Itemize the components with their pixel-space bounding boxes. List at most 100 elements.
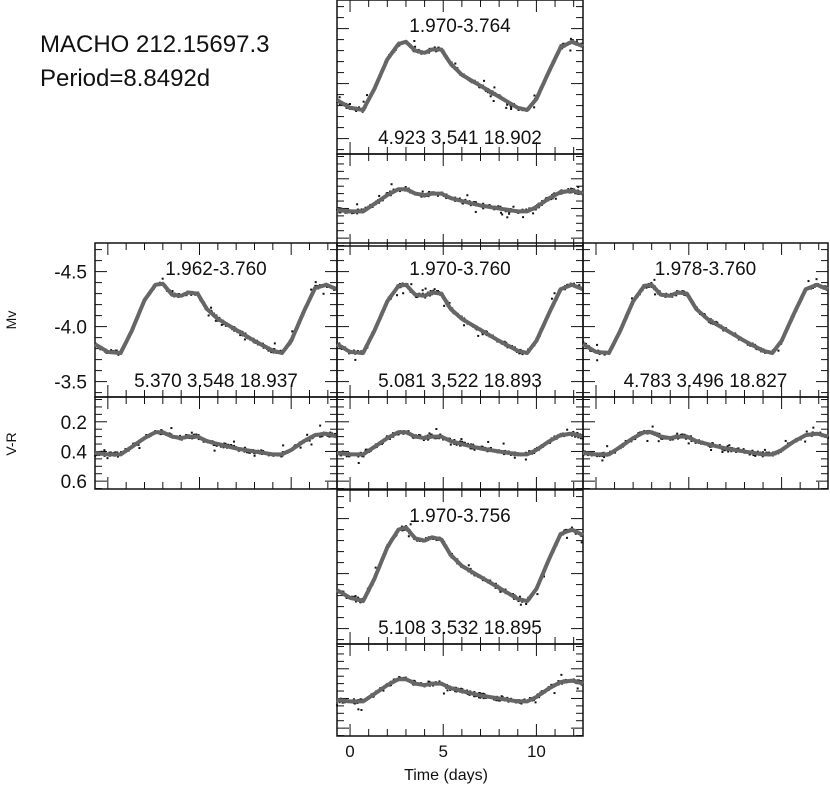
- data-point: [353, 702, 356, 705]
- data-point: [382, 689, 385, 692]
- data-point: [336, 704, 339, 707]
- data-point: [582, 454, 585, 457]
- data-point: [114, 451, 117, 454]
- data-point: [807, 280, 810, 283]
- data-point: [233, 440, 236, 443]
- model-parameters: 5.370 3.548 18.937: [134, 371, 298, 392]
- data-point: [460, 438, 463, 441]
- data-point: [103, 449, 106, 452]
- data-point: [214, 319, 217, 322]
- data-point: [579, 437, 582, 440]
- data-point: [355, 110, 358, 113]
- mv-tick-label: -3.5: [54, 373, 87, 394]
- data-point: [481, 333, 484, 336]
- mv-tick-label: -4.5: [54, 263, 87, 284]
- data-point: [553, 292, 556, 295]
- data-point: [404, 185, 407, 188]
- data-point: [321, 435, 324, 438]
- data-point: [478, 696, 481, 699]
- data-point: [413, 40, 416, 43]
- data-point: [213, 449, 216, 452]
- data-point: [470, 447, 473, 450]
- data-point: [436, 194, 439, 197]
- mv-model-curve: [335, 39, 584, 112]
- data-point: [310, 288, 313, 291]
- chart-title: MACHO 212.15697.3: [40, 31, 269, 58]
- data-point: [518, 595, 521, 598]
- data-point: [479, 696, 482, 699]
- data-point: [329, 431, 332, 434]
- data-point: [345, 455, 348, 458]
- data-point: [473, 695, 476, 698]
- data-point: [229, 444, 232, 447]
- vr-frame: [582, 396, 829, 490]
- y-axis-label-vr: V-R: [3, 432, 19, 455]
- data-point: [319, 424, 322, 427]
- data-point: [138, 447, 141, 450]
- data-point: [569, 37, 572, 40]
- data-point: [455, 443, 458, 446]
- data-point: [492, 100, 495, 103]
- model-label: 1.978-3.760: [655, 259, 756, 280]
- data-point: [570, 526, 573, 529]
- data-point: [374, 566, 377, 569]
- data-point: [161, 277, 164, 280]
- x-axis-label: Time (days): [404, 767, 488, 784]
- data-point: [207, 314, 210, 317]
- data-point: [754, 454, 757, 457]
- data-point: [357, 461, 360, 464]
- data-point: [428, 432, 431, 435]
- data-point: [657, 440, 660, 443]
- data-point: [390, 183, 393, 186]
- data-point: [336, 449, 339, 452]
- data-point: [524, 458, 527, 461]
- data-point: [513, 456, 516, 459]
- data-point: [553, 692, 556, 695]
- data-point: [478, 692, 481, 695]
- data-point: [710, 448, 713, 451]
- data-point: [482, 692, 485, 695]
- mv-model-curve: [335, 525, 584, 604]
- data-point: [570, 187, 573, 190]
- x-tick-label: 0: [345, 742, 354, 761]
- data-point: [94, 454, 97, 457]
- data-point: [362, 455, 365, 458]
- data-point: [338, 211, 341, 214]
- data-point: [427, 680, 430, 683]
- data-point: [554, 197, 557, 200]
- mv-model-curve: [335, 282, 584, 355]
- data-point: [501, 213, 504, 216]
- data-point: [510, 107, 513, 110]
- data-point: [398, 676, 401, 679]
- data-point: [560, 673, 563, 676]
- data-point: [306, 433, 309, 436]
- data-point: [448, 301, 451, 304]
- data-point: [727, 450, 730, 453]
- vr-model-curve: [336, 430, 584, 457]
- data-point: [489, 95, 492, 98]
- data-point: [812, 426, 815, 429]
- data-point: [299, 446, 302, 449]
- data-point: [543, 575, 546, 578]
- data-point: [737, 447, 740, 450]
- model-label: 1.970-3.760: [409, 259, 510, 280]
- model-parameters: 5.108 3.532 18.895: [378, 618, 542, 639]
- data-point: [348, 102, 351, 105]
- data-point: [572, 430, 575, 433]
- data-point: [536, 593, 539, 596]
- data-point: [402, 292, 405, 295]
- data-point: [357, 708, 360, 711]
- data-point: [291, 330, 294, 333]
- data-point: [356, 596, 359, 599]
- data-point: [106, 457, 109, 460]
- data-point: [360, 208, 363, 211]
- vr-frame: [336, 643, 584, 737]
- data-point: [473, 448, 476, 451]
- data-point: [752, 454, 755, 457]
- data-point: [508, 212, 511, 215]
- data-point: [354, 595, 357, 598]
- data-point: [596, 343, 599, 346]
- data-point: [506, 103, 509, 106]
- data-point: [341, 701, 344, 704]
